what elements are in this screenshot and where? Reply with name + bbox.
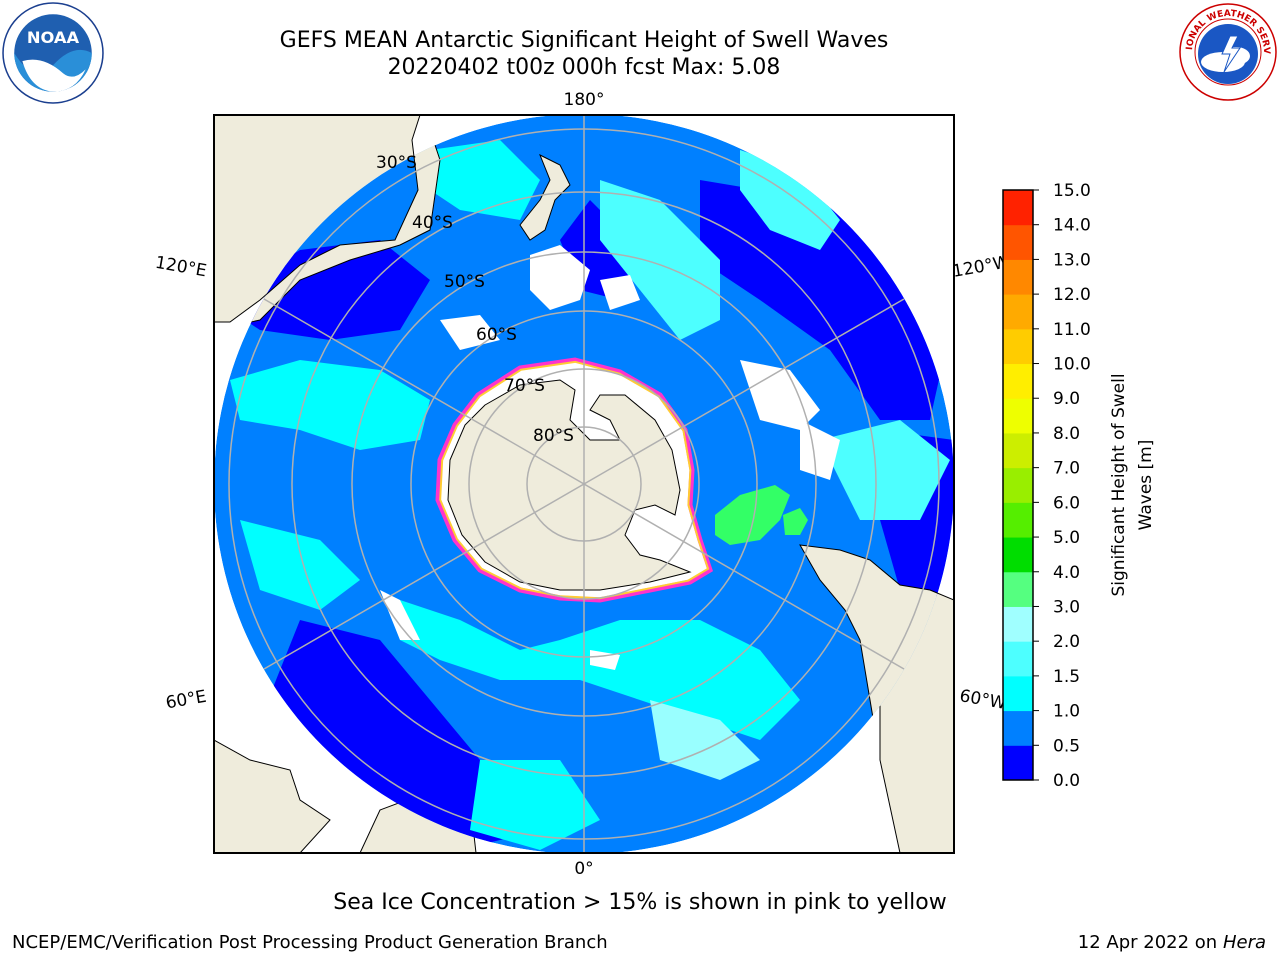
footer-date-text: 12 Apr 2022 on [1077,932,1223,953]
lat-label-30s: 30°S [376,153,417,173]
colorbar-tick-label: 14.0 [1053,216,1091,236]
lon-label-60e: 60°E [164,687,208,714]
colorbar-tick-label: 13.0 [1053,250,1091,270]
footer-host: Hera [1222,932,1266,953]
colorbar-segment [1003,224,1033,260]
map-title: GEFS MEAN Antarctic Significant Height o… [279,28,889,53]
colorbar-tick-label: 6.0 [1053,493,1080,513]
colorbar: 0.0 0.5 1.0 1.5 2.0 3.0 4.0 5.0 6.0 7.0 8.0 9.0 10.0… [1002,181,1091,791]
noaa-logo-text: NOAA [27,28,80,47]
colorbar-segment [1003,675,1033,712]
colorbar-segment [1003,259,1033,295]
footer-date: 12 Apr 2022 on Hera [1078,932,1266,953]
colorbar-tick-label: 8.0 [1053,424,1080,444]
colorbar-segment [1003,398,1033,434]
colorbar-border [1002,189,1034,781]
colorbar-tick-label: 5.0 [1053,528,1080,548]
lon-label-180: 180° [564,90,605,110]
lon-label-0: 0° [574,859,593,879]
colorbar-segment [1003,190,1033,226]
footer-branch: NCEP/EMC/Verification Post Processing Pr… [12,932,608,953]
colorbar-tick-label: 0.5 [1053,736,1080,756]
colorbar-tick-label: 10.0 [1053,355,1091,375]
colorbar-segment [1003,641,1033,677]
nws-logo: NATIONAL WEATHER SERVICE [1178,2,1277,101]
map-subtitle: 20220402 t00z 000h fcst Max: 5.08 [387,55,781,80]
colorbar-tick-label: 4.0 [1053,563,1080,583]
colorbar-segment [1003,537,1033,573]
colorbar-segment [1003,606,1033,642]
map-frame [213,114,955,854]
colorbar-tick-label: 3.0 [1053,597,1080,617]
colorbar-segment [1003,363,1033,399]
colorbar-segment [1003,710,1033,746]
lat-label-50s: 50°S [444,272,485,292]
colorbar-label-line2: Waves [m] [1136,440,1156,531]
lat-label-80s: 80°S [533,426,574,446]
colorbar-tick-label: 12.0 [1053,285,1091,305]
colorbar-tick-label: 9.0 [1053,389,1080,409]
colorbar-tick-label: 11.0 [1053,320,1091,340]
colorbar-tick-label: 2.0 [1053,632,1080,652]
graticule [214,114,954,854]
colorbar-label-line1: Significant Height of Swell [1109,373,1129,596]
sea-ice-caption: Sea Ice Concentration > 15% is shown in … [333,890,947,915]
colorbar-segment [1003,502,1033,538]
colorbar-tick-label: 0.0 [1053,771,1080,791]
colorbar-segment [1003,467,1033,503]
lat-label-60s: 60°S [476,325,517,345]
noaa-logo: NOAA [2,2,104,104]
lat-label-40s: 40°S [412,213,453,233]
colorbar-segment [1003,294,1033,330]
lat-label-70s: 70°S [504,376,545,396]
colorbar-tick-label: 15.0 [1053,181,1091,201]
antarctica-landmass [447,379,692,591]
lon-label-120e: 120°E [154,253,208,282]
colorbar-tick-label: 1.5 [1053,667,1080,687]
colorbar-segment [1003,432,1033,469]
colorbar-tick-label: 7.0 [1053,459,1080,479]
colorbar-segment [1003,571,1033,607]
lon-label-60w: 60°W [958,686,1008,714]
colorbar-segment [1003,745,1033,781]
colorbar-tick-label: 1.0 [1053,702,1080,722]
colorbar-segment [1003,328,1033,365]
